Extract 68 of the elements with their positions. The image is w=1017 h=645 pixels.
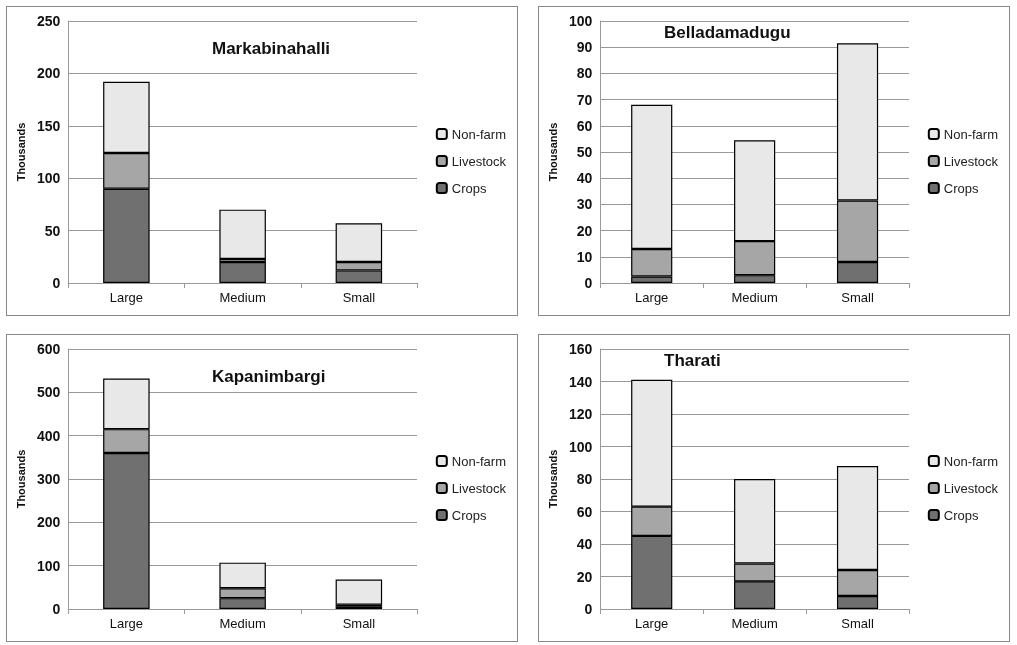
y-tick-label: 50 — [44, 222, 61, 239]
y-axis-title: Thousands — [546, 122, 559, 182]
y-tick-label: 150 — [36, 117, 61, 134]
x-tick-label: Large — [109, 616, 144, 631]
y-tick-label: 70 — [576, 91, 593, 108]
legend-label: Crops — [943, 507, 979, 523]
y-tick-label: 40 — [576, 170, 593, 187]
legend-label: Non-farm — [943, 126, 998, 142]
bar — [219, 262, 266, 283]
bar — [219, 209, 266, 259]
y-tick-label: 90 — [576, 39, 593, 56]
chart-title: Belladamadugu — [664, 23, 791, 42]
legend-label: Livestock — [943, 153, 999, 169]
y-tick-label: 100 — [568, 13, 593, 29]
y-tick-label: 160 — [568, 341, 593, 357]
x-tick-label: Large — [635, 616, 669, 631]
x-tick-label: Medium — [731, 290, 778, 305]
y-tick-label: 250 — [36, 13, 61, 29]
legend-label: Livestock — [451, 480, 507, 496]
y-tick-label: 10 — [576, 248, 593, 265]
legend-label: Non-farm — [451, 126, 506, 142]
y-tick-label: 0 — [584, 601, 593, 617]
y-tick-label: 0 — [52, 275, 61, 291]
y-tick-label: 300 — [36, 471, 61, 487]
x-tick-label: Medium — [219, 616, 266, 631]
legend-label: Crops — [943, 180, 979, 196]
y-tick-label: 200 — [36, 514, 61, 531]
y-axis-title: Thousands — [14, 449, 27, 509]
y-tick-label: 140 — [568, 373, 593, 390]
y-tick-label: 500 — [36, 384, 61, 401]
text: Markabinahalli — [212, 39, 331, 58]
text: Kapanimbargi — [212, 367, 326, 386]
y-tick-label: 60 — [576, 503, 593, 520]
y-axis-title: Thousands — [14, 122, 27, 182]
y-axis-title: Thousands — [546, 449, 559, 509]
y-tick-label: 20 — [576, 222, 593, 239]
legend-label: Crops — [451, 180, 487, 196]
y-tick-label: 120 — [568, 406, 593, 422]
x-tick-label: Large — [635, 290, 669, 305]
y-tick-label: 30 — [576, 196, 593, 213]
x-tick-label: Small — [342, 290, 376, 305]
y-tick-label: 600 — [36, 341, 61, 357]
y-tick-label: 40 — [576, 536, 593, 552]
legend-label: Livestock — [451, 153, 507, 169]
y-tick-label: 0 — [52, 601, 61, 617]
legend-label: Non-farm — [943, 453, 998, 469]
y-tick-label: 60 — [576, 117, 593, 134]
x-tick-label: Small — [342, 616, 376, 631]
x-tick-label: Large — [109, 290, 144, 305]
legend-label: Non-farm — [451, 453, 506, 469]
y-tick-label: 100 — [36, 170, 61, 187]
chart-title: Tharati — [664, 351, 721, 370]
bar — [335, 579, 383, 605]
y-tick-label: 20 — [576, 568, 593, 585]
y-tick-label: 400 — [36, 427, 61, 444]
y-tick-label: 80 — [576, 65, 593, 82]
x-tick-label: Small — [841, 616, 874, 631]
legend-label: Livestock — [943, 480, 999, 496]
y-tick-label: 0 — [584, 275, 593, 291]
y-tick-label: 100 — [568, 438, 593, 455]
y-tick-label: 200 — [36, 65, 61, 82]
x-tick-label: Small — [841, 290, 874, 305]
y-tick-label: 100 — [36, 557, 61, 574]
y-tick-label: 80 — [576, 471, 593, 487]
x-tick-label: Medium — [219, 290, 266, 305]
x-tick-label: Medium — [731, 616, 778, 631]
y-tick-label: 50 — [576, 144, 593, 160]
legend-label: Crops — [451, 507, 487, 523]
